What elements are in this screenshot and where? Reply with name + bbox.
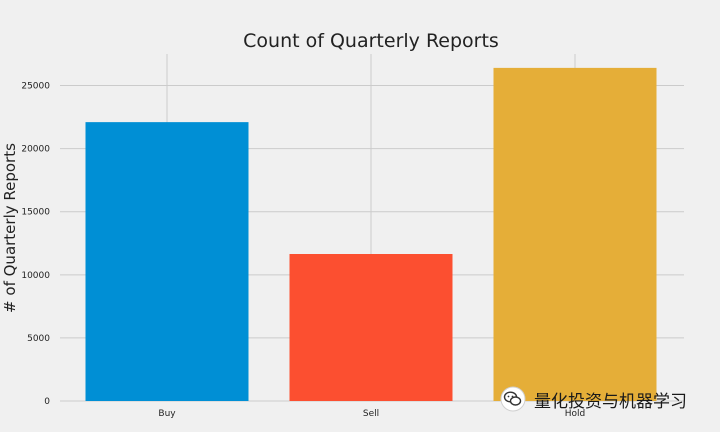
x-tick-labels: Buy Sell Hold: [158, 409, 585, 419]
y-tick-label: 20000: [21, 145, 50, 155]
wechat-icon: [500, 386, 526, 412]
y-axis-label: # of Quarterly Reports: [1, 143, 19, 313]
bars: [85, 67, 657, 401]
x-tick-label: Buy: [158, 409, 176, 419]
y-tick-label: 10000: [21, 271, 50, 281]
y-tick-label: 25000: [21, 82, 50, 92]
bar-buy: [85, 122, 249, 401]
chart-title: Count of Quarterly Reports: [243, 30, 499, 52]
y-tick-label: 5000: [27, 334, 50, 344]
x-tick-label: Hold: [565, 409, 586, 419]
y-tick-labels: 0 5000 10000 15000 20000 25000: [21, 82, 50, 407]
bar-sell: [289, 253, 453, 401]
watermark: 量化投资与机器学习: [500, 386, 687, 412]
y-tick-label: 15000: [21, 208, 50, 218]
y-tick-label: 0: [44, 397, 50, 407]
x-tick-label: Sell: [363, 409, 379, 419]
watermark-text: 量化投资与机器学习: [534, 391, 687, 412]
bar-hold: [493, 67, 657, 401]
